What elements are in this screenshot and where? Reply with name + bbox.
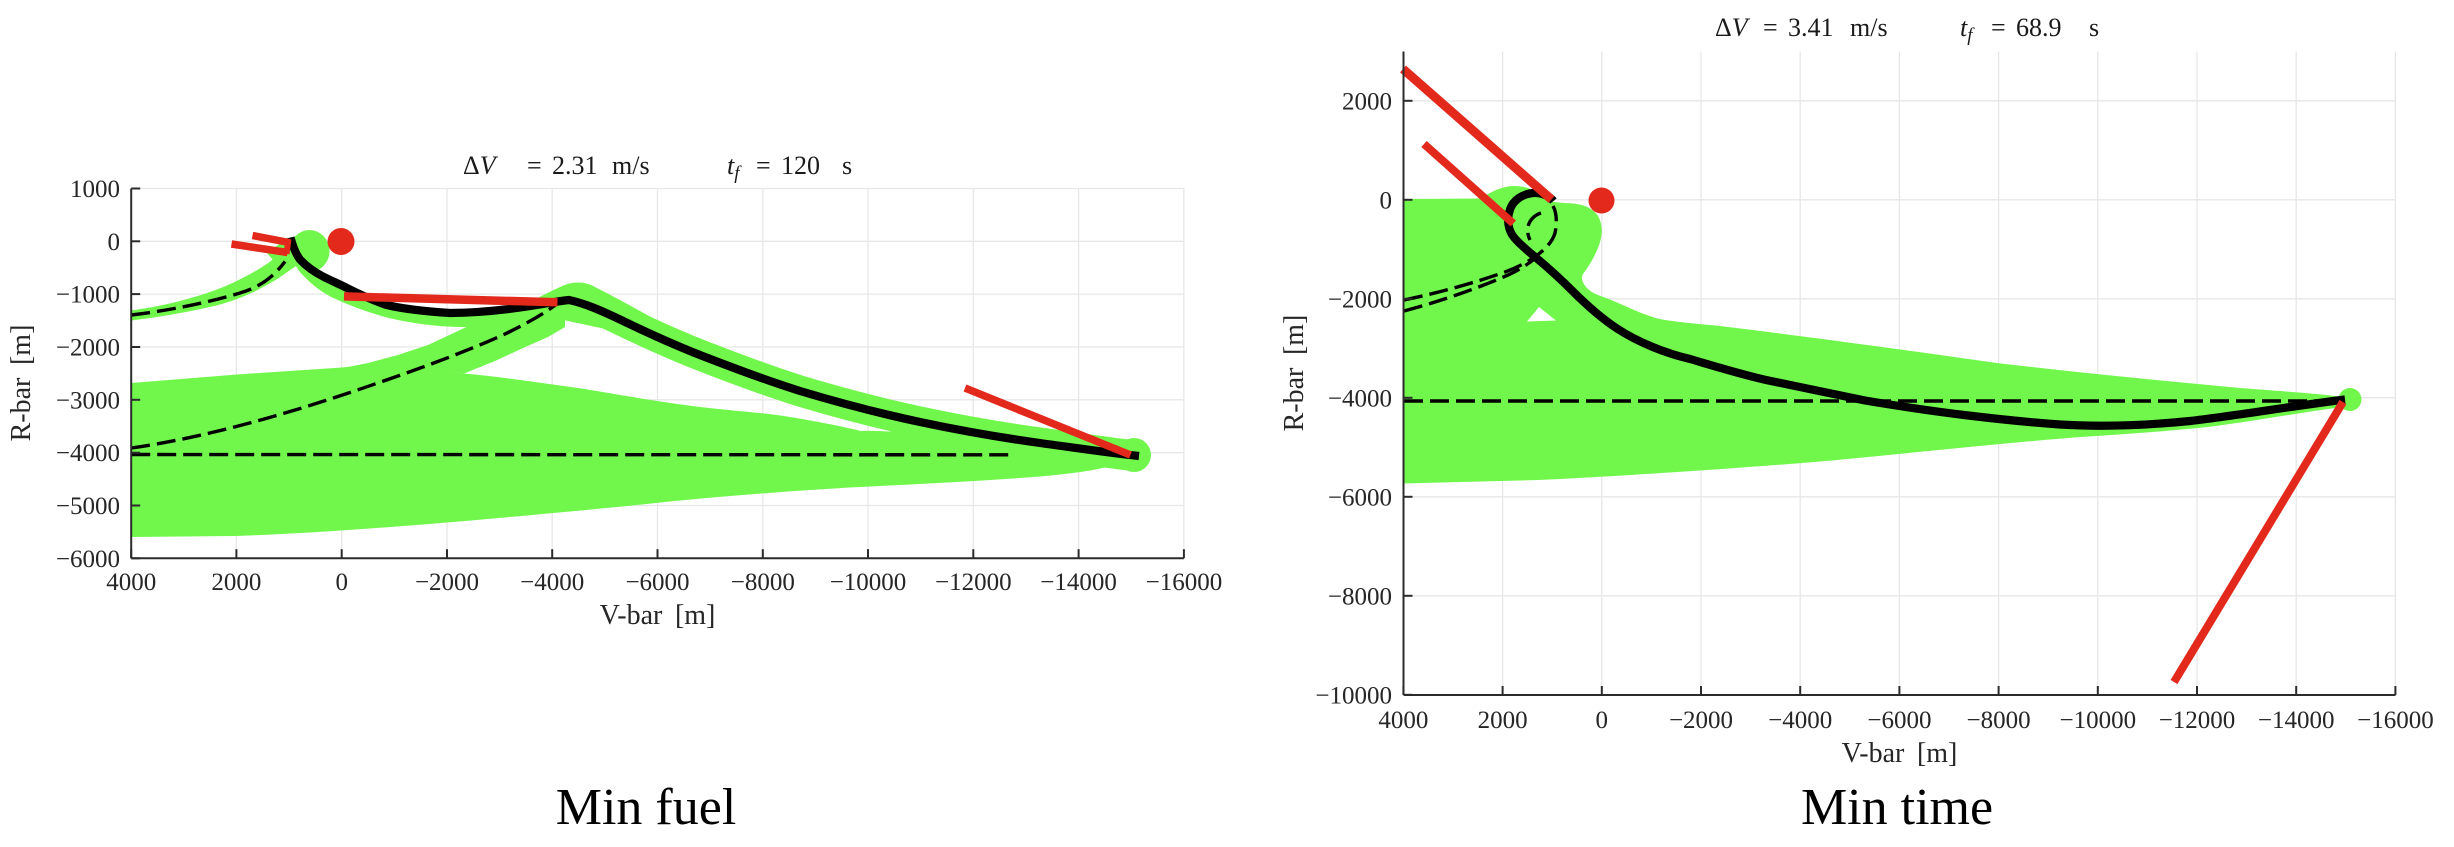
svg-text:−2000: −2000 — [56, 335, 120, 362]
svg-text:−4000: −4000 — [1328, 385, 1392, 412]
svg-text:Min fuel: Min fuel — [556, 779, 737, 836]
svg-text:V-bar [m]: V-bar [m] — [1842, 738, 1958, 769]
svg-text:−2000: −2000 — [1328, 286, 1392, 313]
svg-text:−6000: −6000 — [1328, 484, 1392, 511]
svg-text:4000: 4000 — [1378, 707, 1428, 734]
svg-text:−8000: −8000 — [1967, 707, 2031, 734]
svg-text:−14000: −14000 — [2258, 707, 2335, 734]
svg-text:2000: 2000 — [1342, 88, 1392, 115]
svg-text:−12000: −12000 — [935, 569, 1012, 596]
svg-text:−10000: −10000 — [2059, 707, 2136, 734]
svg-text:2000: 2000 — [211, 569, 261, 596]
svg-text:−10000: −10000 — [1315, 682, 1392, 709]
svg-text:−3000: −3000 — [56, 387, 120, 414]
svg-text:−6000: −6000 — [56, 546, 120, 573]
svg-text:−2000: −2000 — [415, 569, 479, 596]
svg-text:−4000: −4000 — [520, 569, 584, 596]
svg-text:−6000: −6000 — [625, 569, 689, 596]
svg-text:0: 0 — [1380, 187, 1393, 214]
svg-text:0: 0 — [335, 569, 348, 596]
svg-text:0: 0 — [1596, 707, 1609, 734]
svg-text:−16000: −16000 — [1146, 569, 1223, 596]
svg-text:R-bar [m]: R-bar [m] — [6, 325, 37, 442]
svg-text:−12000: −12000 — [2159, 707, 2236, 734]
svg-text:ΔV=3.41m/stf=68.9s: ΔV = 3.41 m/s tf = 68.9 s — [1715, 13, 2099, 46]
svg-text:−10000: −10000 — [830, 569, 907, 596]
svg-text:−6000: −6000 — [1867, 707, 1931, 734]
svg-text:−14000: −14000 — [1040, 569, 1117, 596]
svg-text:0: 0 — [108, 229, 121, 256]
svg-text:−2000: −2000 — [1669, 707, 1733, 734]
svg-text:−8000: −8000 — [731, 569, 795, 596]
svg-text:−8000: −8000 — [1328, 583, 1392, 610]
svg-text:−1000: −1000 — [56, 282, 120, 309]
svg-text:4000: 4000 — [106, 569, 156, 596]
svg-text:−4000: −4000 — [1768, 707, 1832, 734]
svg-text:Min time: Min time — [1801, 779, 1993, 836]
svg-text:−5000: −5000 — [56, 493, 120, 520]
svg-text:1000: 1000 — [70, 176, 120, 203]
svg-text:R-bar [m]: R-bar [m] — [1279, 315, 1310, 432]
svg-text:−4000: −4000 — [56, 440, 120, 467]
svg-text:2000: 2000 — [1478, 707, 1528, 734]
svg-text:−16000: −16000 — [2357, 707, 2434, 734]
svg-text:V-bar [m]: V-bar [m] — [600, 600, 716, 631]
